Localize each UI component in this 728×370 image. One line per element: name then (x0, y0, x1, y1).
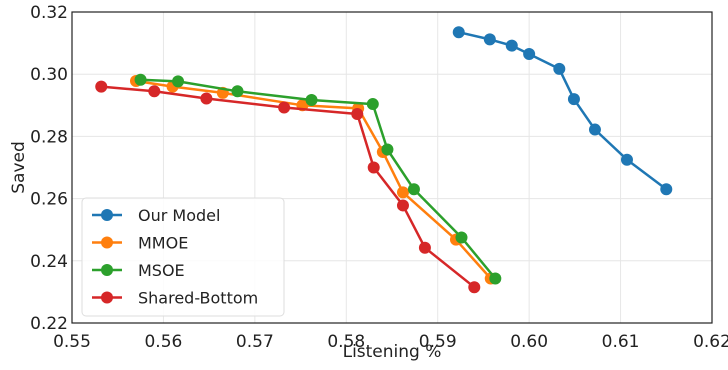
data-point (483, 33, 496, 46)
data-point (567, 93, 580, 106)
series-line (458, 30, 668, 191)
data-point (367, 161, 380, 174)
data-point (351, 108, 364, 121)
x-tick-label: 0.55 (53, 332, 91, 352)
series-shared-bottom (95, 80, 481, 294)
series-msoe (134, 73, 502, 285)
x-tick-label: 0.59 (419, 332, 457, 352)
legend-item: MMOE (92, 234, 188, 253)
x-tick-label: 0.62 (693, 332, 728, 352)
data-point (172, 75, 185, 88)
data-point (200, 92, 213, 105)
data-point (452, 26, 465, 39)
data-point (231, 85, 244, 98)
legend-label: MMOE (138, 234, 188, 253)
legend-swatch-marker (101, 209, 113, 221)
legend-label: Our Model (138, 206, 220, 225)
y-tick-label: 0.22 (30, 314, 68, 334)
legend-swatch-marker (101, 236, 113, 249)
data-point (418, 241, 431, 254)
legend-item: Shared-Bottom (92, 289, 258, 308)
data-point (553, 62, 566, 75)
y-tick-label: 0.30 (30, 65, 68, 85)
series-layer (95, 26, 673, 294)
data-point (407, 183, 420, 196)
legend-label: Shared-Bottom (138, 289, 258, 308)
data-point (305, 94, 318, 107)
data-point (278, 101, 291, 114)
data-point (523, 47, 536, 60)
y-axis-label: Saved (9, 141, 29, 194)
axis-ticks: 0.55 0.56 0.57 0.58 0.59 0.60 0.61 0.62 0.22 0.24… (30, 3, 728, 352)
legend-box (81, 197, 285, 317)
data-point (134, 73, 147, 86)
y-tick-label: 0.24 (30, 252, 68, 272)
data-point (396, 186, 409, 199)
x-tick-label: 0.58 (327, 332, 365, 352)
x-tick-label: 0.57 (236, 332, 274, 352)
data-point (455, 231, 468, 244)
data-point (381, 143, 394, 156)
data-point (396, 199, 409, 212)
y-tick-label: 0.26 (30, 190, 68, 210)
y-tick-label: 0.32 (30, 3, 68, 23)
legend-item: MSOE (92, 261, 185, 280)
legend-swatch-marker (101, 291, 113, 304)
plot-frame (71, 11, 713, 324)
series-our-model (452, 26, 673, 196)
legend-label: MSOE (138, 261, 185, 280)
data-point (489, 272, 502, 285)
data-point (620, 153, 633, 166)
x-tick-label: 0.61 (602, 332, 640, 352)
x-tick-label: 0.56 (144, 332, 182, 352)
data-point (366, 98, 379, 111)
legend-item: Our Model (92, 206, 220, 225)
x-axis-label: Listening % (343, 342, 442, 362)
x-tick-label: 0.60 (510, 332, 548, 352)
data-point (505, 39, 518, 52)
y-tick-label: 0.28 (30, 127, 68, 147)
data-point (468, 281, 481, 294)
data-point (660, 183, 673, 196)
data-point (95, 80, 108, 93)
legend-swatch-marker (101, 264, 113, 276)
data-point (588, 123, 601, 136)
legend: Our Model MMOE MSOE Shared-Bottom (81, 197, 285, 317)
data-point (148, 85, 161, 98)
